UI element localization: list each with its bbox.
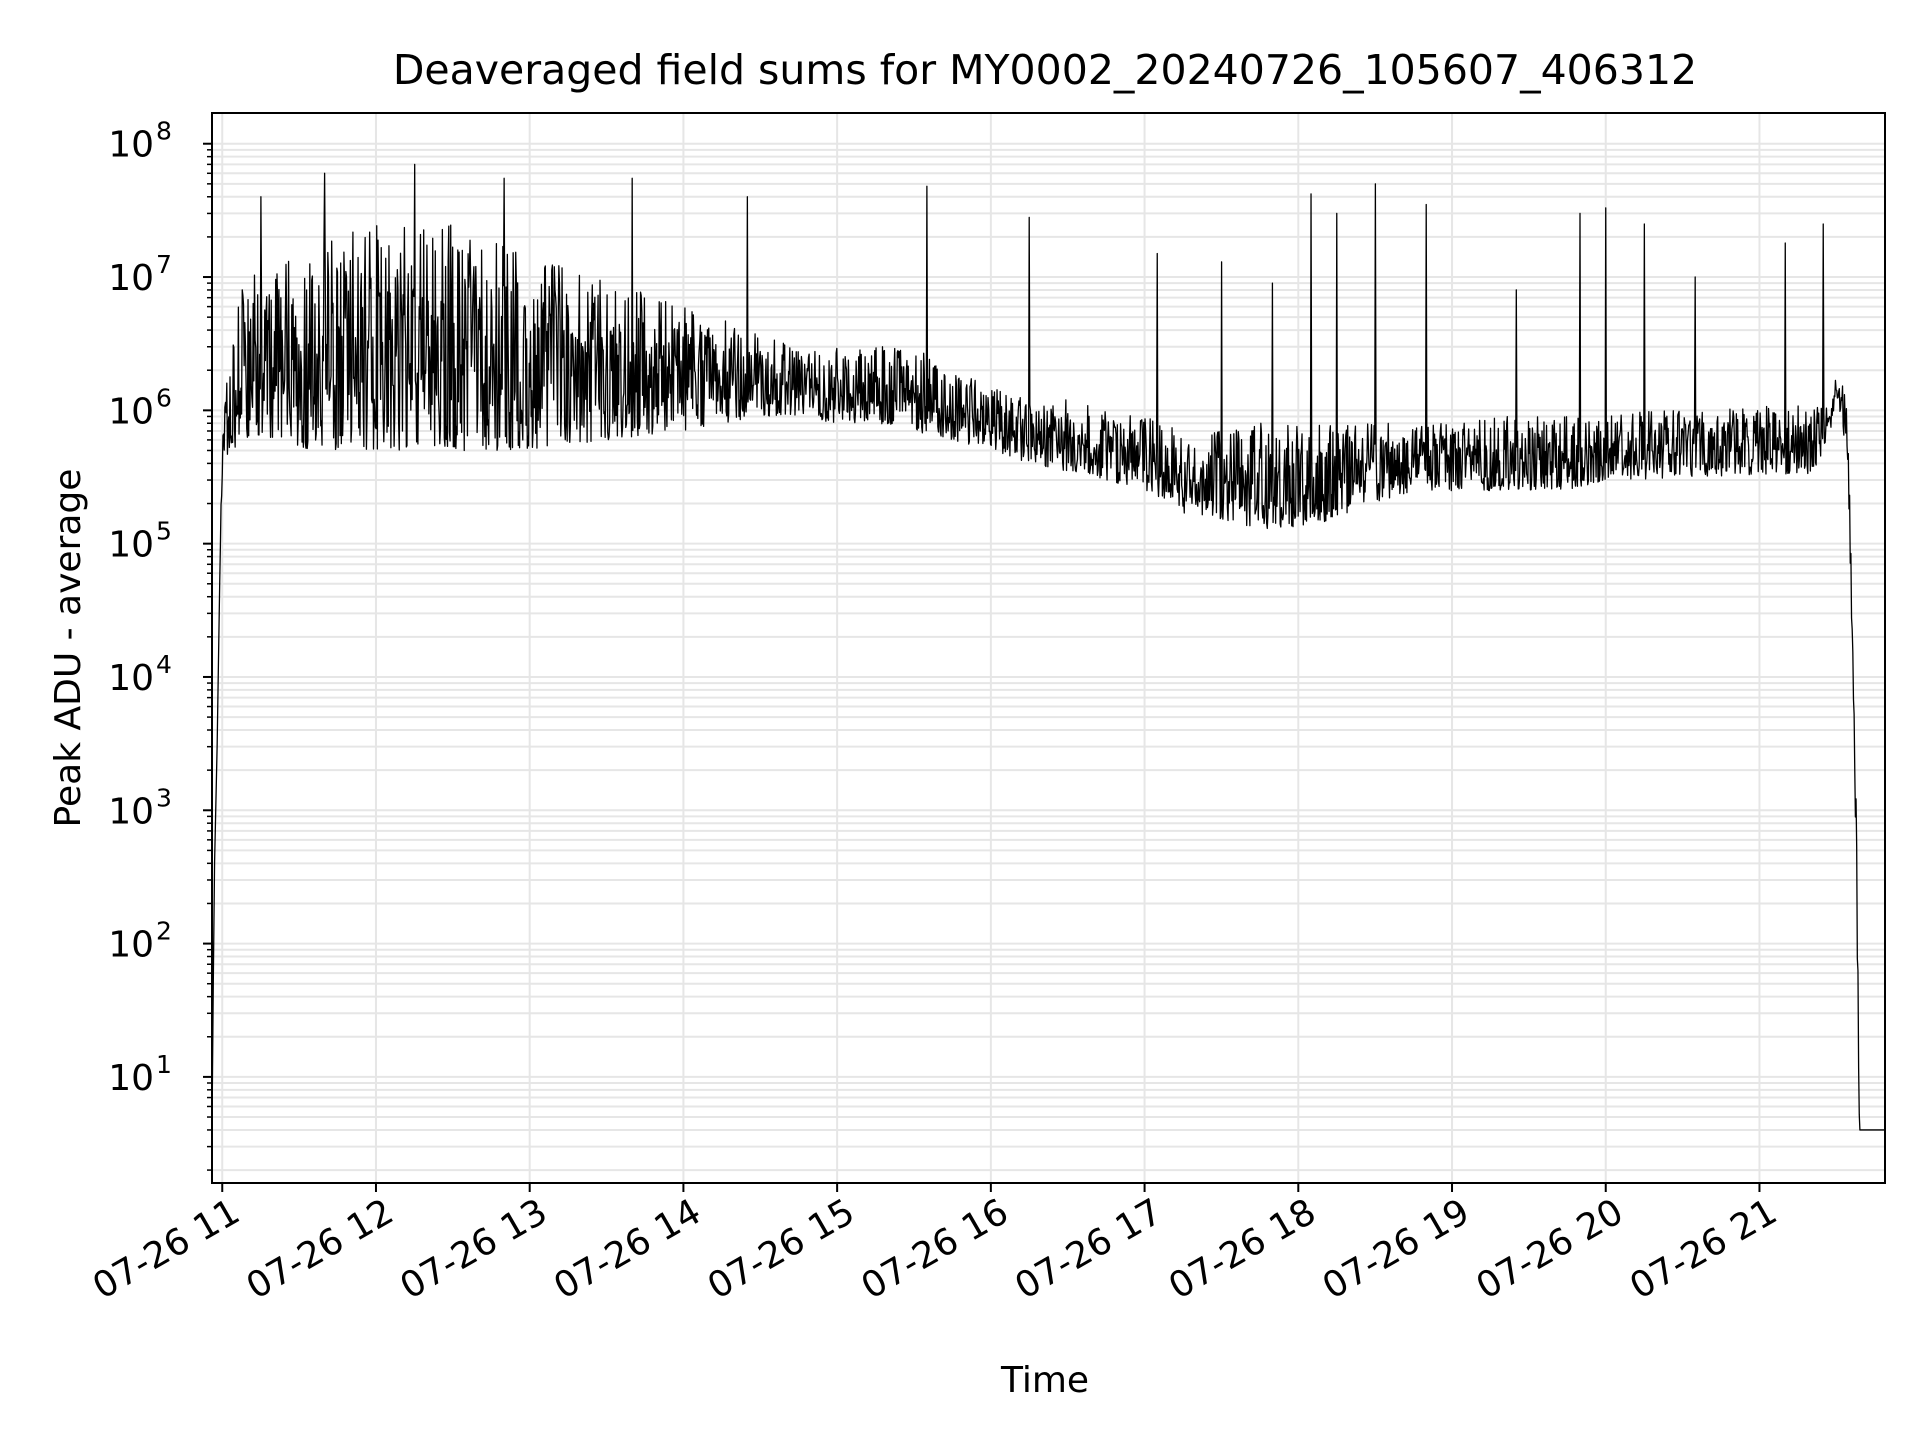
- y-tick-label-exponent: 2: [156, 917, 172, 946]
- x-axis-label: Time: [1000, 1360, 1089, 1401]
- y-tick-label: 10: [108, 391, 154, 432]
- y-tick-label: 10: [108, 791, 154, 832]
- y-tick-label: 10: [108, 925, 154, 966]
- y-tick-label-exponent: 3: [156, 783, 172, 812]
- y-tick-label-exponent: 5: [156, 517, 172, 546]
- y-tick-label: 10: [108, 258, 154, 299]
- plot-frame: [211, 112, 1886, 1184]
- y-tick-label-exponent: 7: [156, 250, 172, 279]
- y-tick-label-exponent: 8: [156, 117, 172, 146]
- series-line: [211, 163, 1886, 1131]
- y-tick-label: 10: [108, 525, 154, 566]
- y-tick-label-exponent: 1: [156, 1050, 172, 1079]
- y-tick-label-exponent: 4: [156, 650, 172, 679]
- y-tick-label: 10: [108, 125, 154, 166]
- y-tick-label: 10: [108, 658, 154, 699]
- y-tick-label-exponent: 6: [156, 383, 172, 412]
- y-axis-label: Peak ADU - average: [48, 469, 89, 828]
- series-layer: [211, 163, 1886, 1131]
- chart-title: Deaveraged field sums for MY0002_2024072…: [393, 46, 1697, 94]
- y-tick-label: 10: [108, 1058, 154, 1099]
